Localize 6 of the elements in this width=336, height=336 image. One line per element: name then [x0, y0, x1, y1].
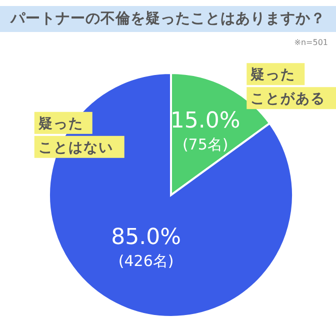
chart-title: パートナーの不倫を疑ったことはありますか？	[0, 6, 336, 32]
text: ※n=501	[294, 38, 328, 47]
slice-label: 疑ったことがある	[250, 67, 326, 108]
data-label: 85.0% (426名)	[111, 224, 182, 270]
slice-label: 疑ったことはない	[37, 116, 114, 156]
data-label: 15.0% (75名)	[170, 108, 240, 154]
